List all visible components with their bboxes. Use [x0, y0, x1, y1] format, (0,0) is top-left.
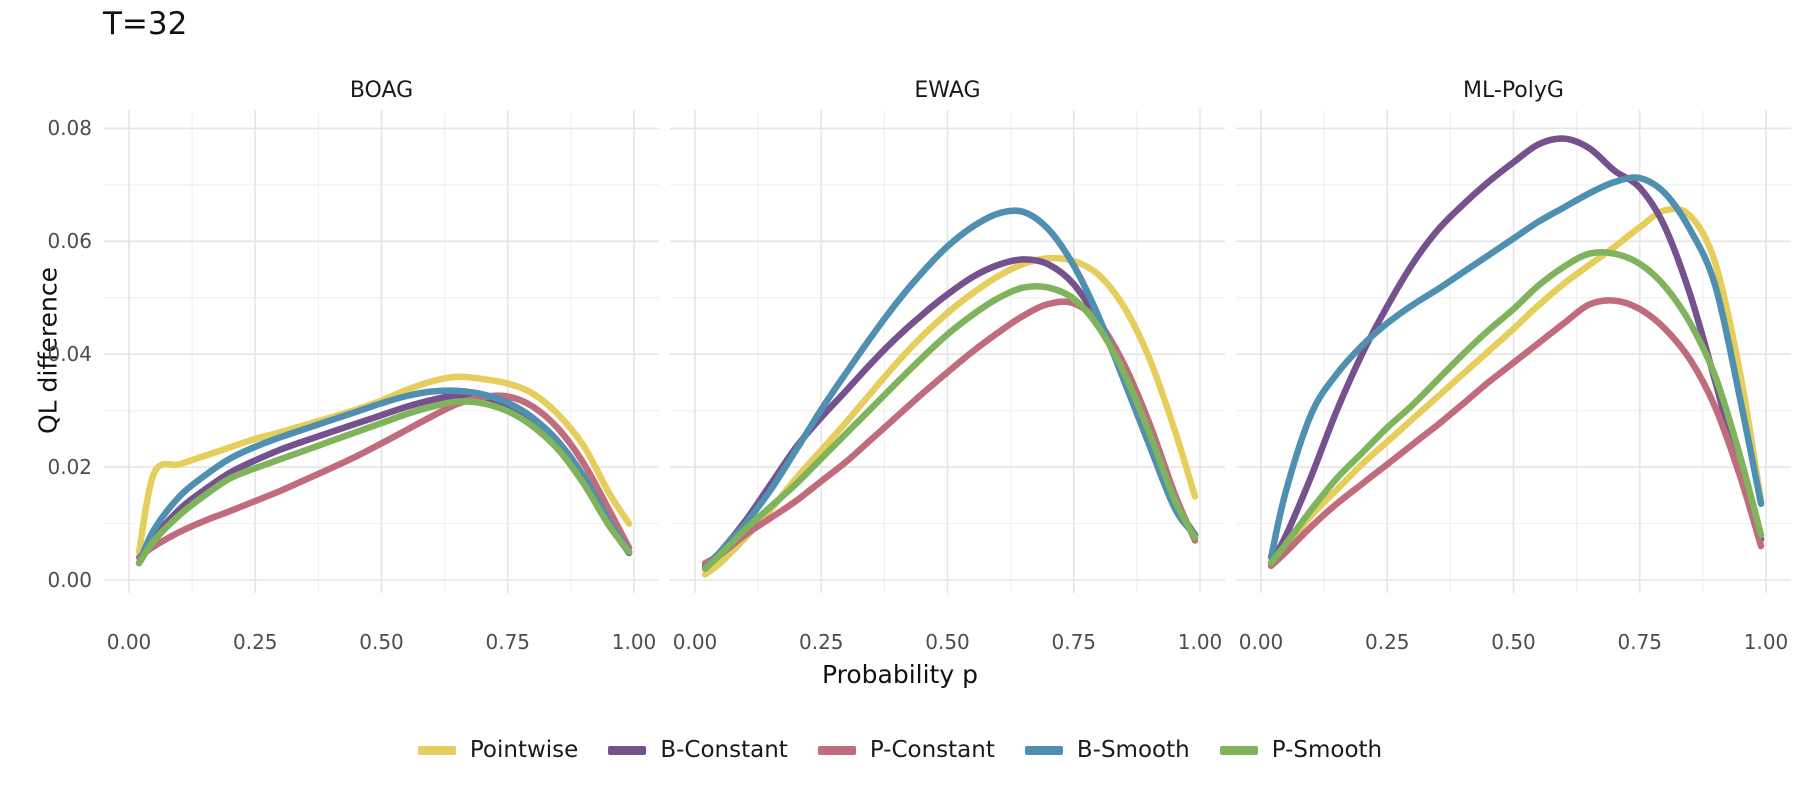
series-line-B-Smooth — [1267, 174, 1765, 561]
x-tick-label: 0.75 — [1051, 630, 1097, 654]
legend-label: Pointwise — [469, 737, 579, 763]
facet-strip-label: BOAG — [349, 77, 414, 103]
panel-EWAG — [670, 110, 1225, 593]
legend-item: P-Smooth — [1219, 737, 1383, 763]
panel-BOAG — [104, 110, 659, 593]
series-line-B-Smooth — [135, 387, 633, 567]
legend-item: Pointwise — [417, 737, 579, 763]
x-tick-label: 0.00 — [672, 630, 718, 654]
plot-title: T=32 — [103, 6, 188, 42]
x-tick-label: 1.00 — [1743, 630, 1789, 654]
x-tick-label: 0.75 — [485, 630, 531, 654]
panel-ML-PolyG — [1236, 110, 1791, 593]
series-line-P-Constant — [1267, 297, 1765, 570]
x-tick-label: 0.00 — [1238, 630, 1284, 654]
series-line-Pointwise — [1267, 205, 1765, 567]
x-axis-title: Probability p — [822, 660, 978, 689]
series-line-P-Constant — [135, 392, 633, 561]
x-tick-label: 1.00 — [1177, 630, 1223, 654]
x-tick-label: 0.50 — [925, 630, 970, 654]
legend-swatch-Pointwise — [417, 745, 456, 755]
x-tick-label: 0.25 — [232, 630, 278, 654]
y-tick-label: 0.02 — [47, 455, 92, 480]
legend-item: P-Constant — [817, 737, 995, 763]
x-tick-label: 0.25 — [1364, 630, 1410, 654]
legend: Pointwise B-Constant P-Constant B-Smooth P-S… — [0, 732, 1800, 768]
legend-label: P-Constant — [869, 737, 995, 763]
x-tick-label: 0.25 — [798, 630, 844, 654]
legend-label: B-Constant — [660, 737, 788, 763]
x-tick-label: 0.50 — [1491, 630, 1536, 654]
legend-item: B-Smooth — [1024, 737, 1190, 763]
legend-swatch-B-Constant — [608, 745, 647, 755]
series-line-Pointwise — [701, 254, 1199, 578]
x-tick-label: 1.00 — [611, 630, 657, 654]
legend-swatch-P-Smooth — [1219, 745, 1258, 755]
facet-strip-label: EWAG — [914, 77, 981, 103]
x-tick-label: 0.00 — [106, 630, 152, 654]
y-tick-label: 0.06 — [47, 229, 92, 254]
legend-swatch-B-Smooth — [1024, 745, 1063, 755]
legend-swatch-P-Constant — [817, 745, 856, 755]
legend-item: B-Constant — [608, 737, 788, 763]
series-line-P-Smooth — [701, 282, 1199, 572]
x-tick-label: 0.50 — [359, 630, 404, 654]
legend-label: B-Smooth — [1076, 737, 1190, 763]
y-tick-label: 0.00 — [47, 568, 92, 592]
y-tick-label: 0.04 — [47, 342, 92, 367]
series-line-P-Constant — [701, 298, 1199, 567]
y-tick-label: 0.08 — [47, 116, 92, 141]
series-line-P-Smooth — [135, 398, 633, 567]
legend-label: P-Smooth — [1271, 737, 1383, 763]
x-tick-label: 0.75 — [1617, 630, 1663, 654]
series-line-B-Constant — [1267, 135, 1765, 567]
series-line-P-Smooth — [1267, 249, 1765, 567]
facet-strip-label: ML-PolyG — [1463, 77, 1564, 103]
